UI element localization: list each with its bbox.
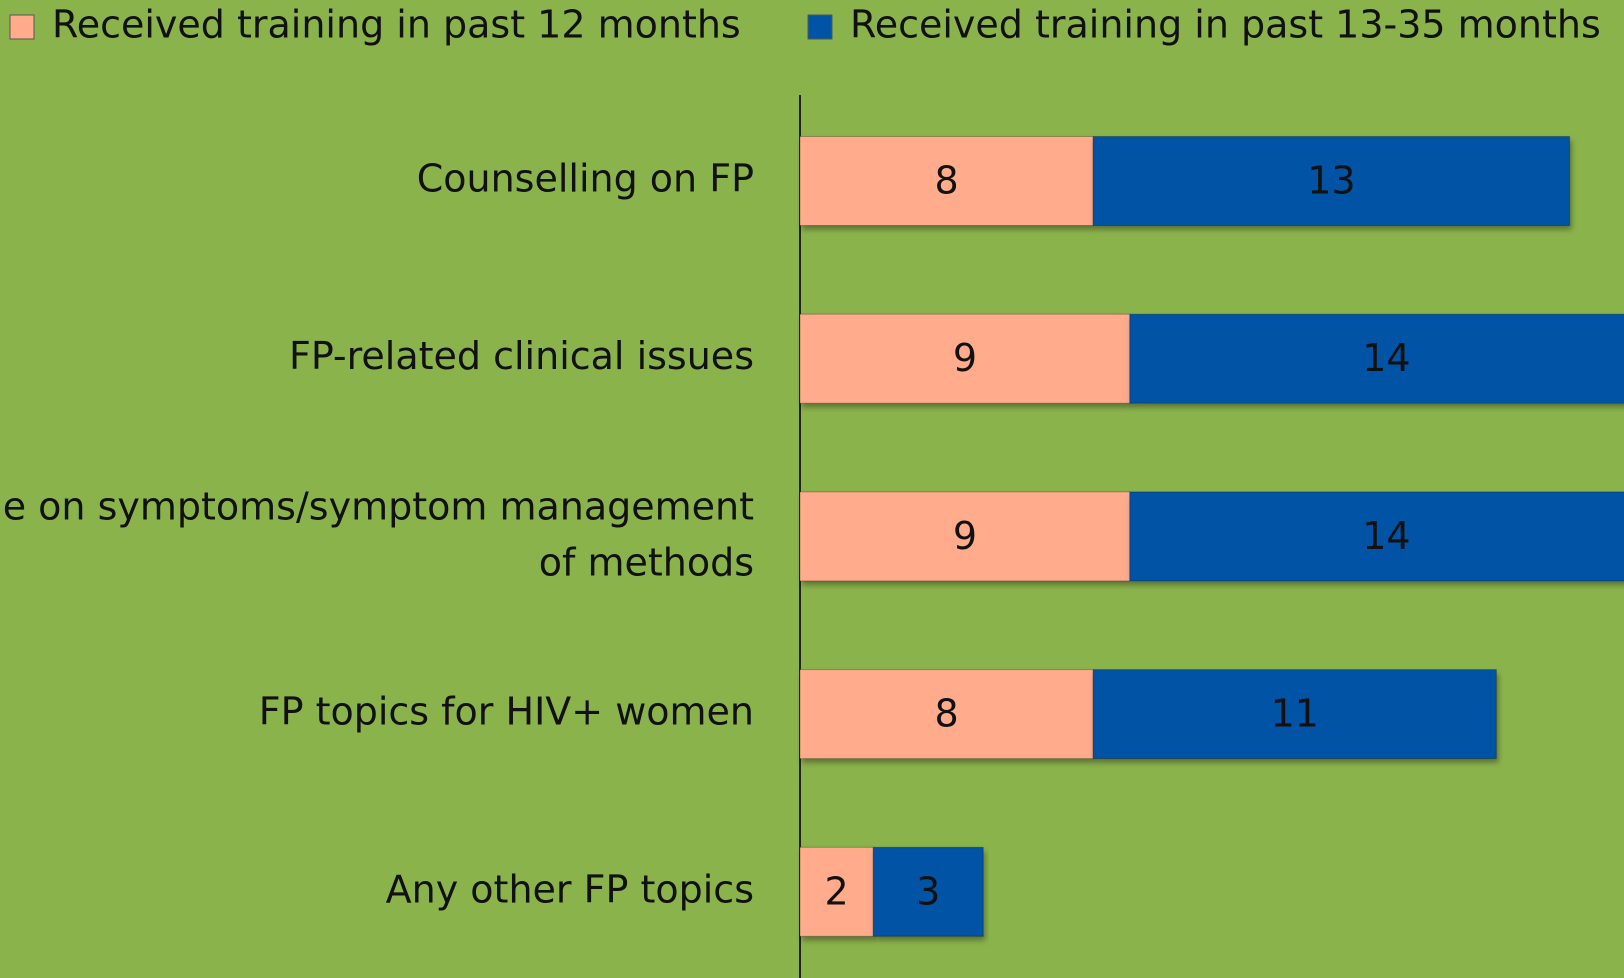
data-label: 11: [1271, 692, 1319, 736]
legend-swatch: [9, 14, 35, 40]
bar-segment: [799, 313, 1131, 404]
bar-segment: [799, 136, 1094, 226]
category-label: FP-related clinical issues: [289, 334, 754, 378]
bar-segment: [799, 846, 874, 937]
data-label: 8: [935, 159, 959, 203]
legend-label: Received training in past 12 months: [52, 3, 741, 47]
data-label: 3: [916, 869, 940, 913]
legend-label: Received training in past 13-35 months: [850, 3, 1601, 47]
data-label: 9: [953, 514, 977, 558]
data-label: 13: [1307, 159, 1355, 203]
category-label: Counselling on FP: [417, 157, 754, 201]
data-label: 9: [953, 336, 977, 380]
bar-segment: [1092, 136, 1571, 226]
data-label: 14: [1362, 514, 1410, 558]
bar-segment: [1092, 669, 1497, 760]
category-label: Any other FP topics: [386, 867, 754, 911]
category-label: e on symptoms/symptom management of metho…: [3, 484, 754, 584]
legend-swatch: [807, 14, 833, 40]
bar-segment: [872, 846, 984, 937]
bar-segment: [1129, 313, 1624, 404]
data-label: 8: [935, 692, 959, 736]
data-label: 2: [825, 869, 849, 913]
data-label: 14: [1362, 336, 1410, 380]
bar-segment: [1129, 491, 1624, 582]
category-label: FP topics for HIV+ women: [259, 690, 754, 734]
